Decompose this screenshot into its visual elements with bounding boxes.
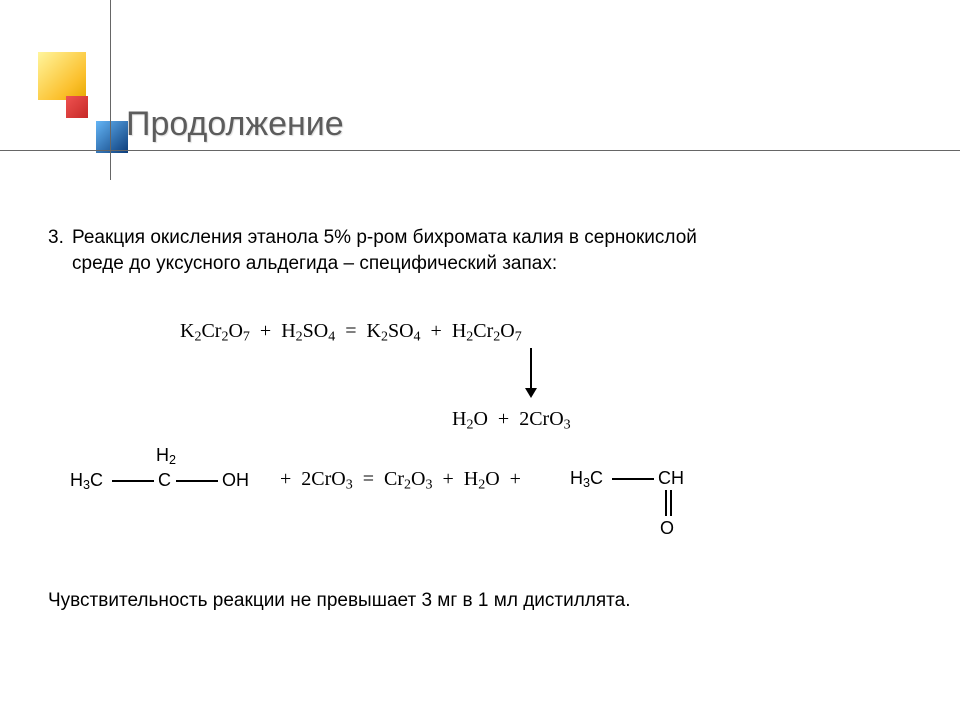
yellow-square	[38, 52, 86, 100]
ethanol-mid-top: H2	[156, 445, 176, 466]
aldehyde-oxygen: O	[660, 518, 674, 539]
eq3-a: 2CrO3	[301, 468, 352, 490]
slide-title: Продолжение	[126, 105, 344, 144]
eq3-equals: =	[358, 468, 379, 490]
eq3-plus2: +	[437, 468, 458, 490]
eq1-rhs-a: K2SO4	[367, 320, 421, 342]
vertical-rule	[110, 0, 111, 180]
eq2-rhs: 2CrO3	[519, 408, 570, 430]
red-square	[66, 96, 88, 118]
equation-1: K2Cr2O7 + H2SO4 = K2SO4 + H2Cr2O7	[180, 320, 522, 343]
eq3-plus3: +	[505, 468, 526, 490]
arrow-down-icon	[530, 348, 532, 396]
aldehyde-right: CH	[658, 468, 684, 489]
eq2-plus: +	[493, 408, 514, 430]
eq1-rhs-b: H2Cr2O7	[452, 320, 522, 342]
eq1-lhs-b: H2SO4	[281, 320, 335, 342]
eq1-plus2: +	[426, 320, 447, 342]
footer-note: Чувствительность реакции не превышает 3 …	[48, 590, 631, 612]
ethanol-bond2	[176, 480, 218, 482]
paragraph-line1: Реакция окисления этанола 5% р-ром бихро…	[72, 225, 892, 251]
eq1-plus1: +	[255, 320, 276, 342]
eq3-c: H2O	[464, 468, 500, 490]
ethanol-right: OH	[222, 470, 249, 491]
paragraph-number: 3.	[48, 225, 64, 251]
equation-3: + 2CrO3 = Cr2O3 + H2O +	[280, 468, 526, 491]
eq3-plus1: +	[280, 468, 296, 490]
eq3-b: Cr2O3	[384, 468, 432, 490]
eq1-equals: =	[340, 320, 361, 342]
equation-2: H2O + 2CrO3	[452, 408, 571, 431]
ethanol-mid: C	[158, 470, 171, 491]
paragraph-line2: среде до уксусного альдегида – специфиче…	[72, 251, 892, 277]
aldehyde-left: H3C	[570, 468, 603, 489]
blue-square	[96, 121, 128, 153]
eq1-lhs-a: K2Cr2O7	[180, 320, 250, 342]
aldehyde-bond	[612, 478, 654, 480]
horizontal-rule	[0, 150, 960, 151]
eq2-lhs: H2O	[452, 408, 488, 430]
ethanol-bond1	[112, 480, 154, 482]
ethanol-left: H3C	[70, 470, 103, 491]
